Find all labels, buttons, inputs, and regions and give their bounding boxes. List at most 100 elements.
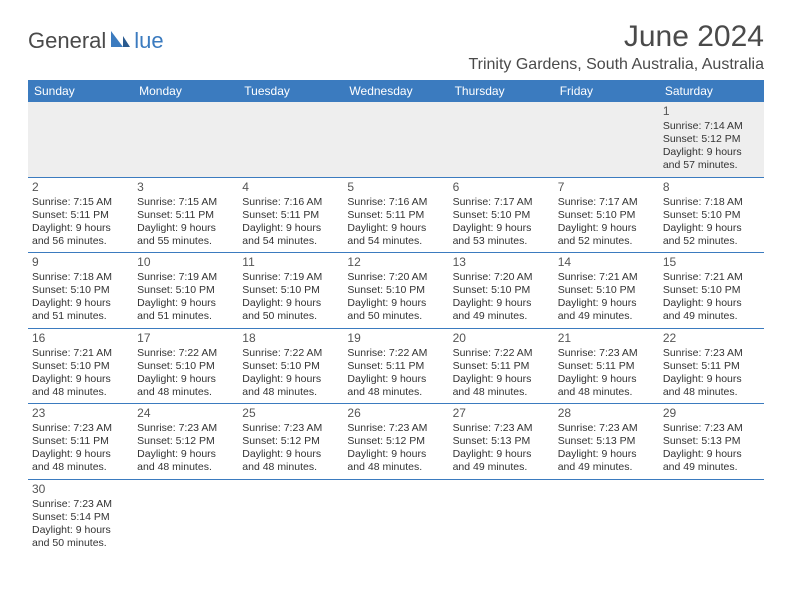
day-number: 15 xyxy=(663,255,760,270)
logo: General lue xyxy=(28,28,164,54)
sunrise-text: Sunrise: 7:17 AM xyxy=(453,196,550,209)
sunset-text: Sunset: 5:11 PM xyxy=(32,209,129,222)
sunset-text: Sunset: 5:12 PM xyxy=(663,133,760,146)
day-cell: 9Sunrise: 7:18 AMSunset: 5:10 PMDaylight… xyxy=(28,253,133,329)
day-header: Thursday xyxy=(449,80,554,102)
daylight-text: Daylight: 9 hours xyxy=(558,373,655,386)
daylight-text: Daylight: 9 hours xyxy=(242,297,339,310)
day-number: 26 xyxy=(347,406,444,421)
daylight-text: and 48 minutes. xyxy=(32,461,129,474)
empty-cell xyxy=(133,102,238,177)
sunrise-text: Sunrise: 7:23 AM xyxy=(558,422,655,435)
daylight-text: and 49 minutes. xyxy=(663,461,760,474)
sunrise-text: Sunrise: 7:23 AM xyxy=(558,347,655,360)
empty-cell xyxy=(343,479,448,554)
daylight-text: Daylight: 9 hours xyxy=(453,448,550,461)
day-cell: 3Sunrise: 7:15 AMSunset: 5:11 PMDaylight… xyxy=(133,177,238,253)
sunrise-text: Sunrise: 7:23 AM xyxy=(663,422,760,435)
daylight-text: Daylight: 9 hours xyxy=(663,373,760,386)
daylight-text: and 57 minutes. xyxy=(663,159,760,172)
daylight-text: and 52 minutes. xyxy=(663,235,760,248)
sunset-text: Sunset: 5:11 PM xyxy=(347,209,444,222)
sunset-text: Sunset: 5:10 PM xyxy=(558,284,655,297)
day-number: 12 xyxy=(347,255,444,270)
empty-cell xyxy=(133,479,238,554)
header: General lue June 2024 Trinity Gardens, S… xyxy=(28,20,764,74)
day-header: Friday xyxy=(554,80,659,102)
day-number: 28 xyxy=(558,406,655,421)
sunset-text: Sunset: 5:11 PM xyxy=(137,209,234,222)
daylight-text: and 49 minutes. xyxy=(558,461,655,474)
day-number: 7 xyxy=(558,180,655,195)
sunrise-text: Sunrise: 7:21 AM xyxy=(32,347,129,360)
day-number: 4 xyxy=(242,180,339,195)
daylight-text: and 48 minutes. xyxy=(663,386,760,399)
daylight-text: and 48 minutes. xyxy=(32,386,129,399)
sunrise-text: Sunrise: 7:22 AM xyxy=(137,347,234,360)
daylight-text: Daylight: 9 hours xyxy=(663,448,760,461)
sunrise-text: Sunrise: 7:18 AM xyxy=(663,196,760,209)
day-cell: 7Sunrise: 7:17 AMSunset: 5:10 PMDaylight… xyxy=(554,177,659,253)
day-number: 20 xyxy=(453,331,550,346)
day-cell: 26Sunrise: 7:23 AMSunset: 5:12 PMDayligh… xyxy=(343,404,448,480)
daylight-text: Daylight: 9 hours xyxy=(32,524,129,537)
sunrise-text: Sunrise: 7:16 AM xyxy=(347,196,444,209)
day-number: 19 xyxy=(347,331,444,346)
empty-cell xyxy=(238,479,343,554)
daylight-text: and 49 minutes. xyxy=(558,310,655,323)
sunrise-text: Sunrise: 7:22 AM xyxy=(347,347,444,360)
sunrise-text: Sunrise: 7:16 AM xyxy=(242,196,339,209)
daylight-text: and 48 minutes. xyxy=(137,461,234,474)
day-cell: 20Sunrise: 7:22 AMSunset: 5:11 PMDayligh… xyxy=(449,328,554,404)
daylight-text: Daylight: 9 hours xyxy=(137,222,234,235)
sunset-text: Sunset: 5:10 PM xyxy=(137,284,234,297)
daylight-text: and 55 minutes. xyxy=(137,235,234,248)
sunrise-text: Sunrise: 7:14 AM xyxy=(663,120,760,133)
day-cell: 18Sunrise: 7:22 AMSunset: 5:10 PMDayligh… xyxy=(238,328,343,404)
daylight-text: and 48 minutes. xyxy=(453,386,550,399)
day-header: Saturday xyxy=(659,80,764,102)
day-number: 27 xyxy=(453,406,550,421)
day-cell: 1Sunrise: 7:14 AMSunset: 5:12 PMDaylight… xyxy=(659,102,764,177)
daylight-text: Daylight: 9 hours xyxy=(663,146,760,159)
daylight-text: and 54 minutes. xyxy=(347,235,444,248)
day-cell: 8Sunrise: 7:18 AMSunset: 5:10 PMDaylight… xyxy=(659,177,764,253)
daylight-text: Daylight: 9 hours xyxy=(453,297,550,310)
daylight-text: Daylight: 9 hours xyxy=(137,373,234,386)
sunset-text: Sunset: 5:11 PM xyxy=(32,435,129,448)
daylight-text: and 54 minutes. xyxy=(242,235,339,248)
daylight-text: Daylight: 9 hours xyxy=(453,222,550,235)
day-cell: 2Sunrise: 7:15 AMSunset: 5:11 PMDaylight… xyxy=(28,177,133,253)
daylight-text: and 50 minutes. xyxy=(242,310,339,323)
day-number: 10 xyxy=(137,255,234,270)
day-cell: 21Sunrise: 7:23 AMSunset: 5:11 PMDayligh… xyxy=(554,328,659,404)
daylight-text: Daylight: 9 hours xyxy=(137,297,234,310)
sunset-text: Sunset: 5:10 PM xyxy=(558,209,655,222)
sunset-text: Sunset: 5:12 PM xyxy=(347,435,444,448)
daylight-text: and 48 minutes. xyxy=(242,461,339,474)
title-block: June 2024 Trinity Gardens, South Austral… xyxy=(468,20,764,74)
day-number: 5 xyxy=(347,180,444,195)
daylight-text: Daylight: 9 hours xyxy=(663,297,760,310)
empty-cell xyxy=(554,479,659,554)
daylight-text: Daylight: 9 hours xyxy=(137,448,234,461)
day-cell: 29Sunrise: 7:23 AMSunset: 5:13 PMDayligh… xyxy=(659,404,764,480)
daylight-text: and 51 minutes. xyxy=(137,310,234,323)
day-cell: 27Sunrise: 7:23 AMSunset: 5:13 PMDayligh… xyxy=(449,404,554,480)
sunrise-text: Sunrise: 7:20 AM xyxy=(453,271,550,284)
sunrise-text: Sunrise: 7:21 AM xyxy=(558,271,655,284)
week-row: 2Sunrise: 7:15 AMSunset: 5:11 PMDaylight… xyxy=(28,177,764,253)
sunrise-text: Sunrise: 7:19 AM xyxy=(137,271,234,284)
empty-cell xyxy=(449,102,554,177)
day-number: 21 xyxy=(558,331,655,346)
sunset-text: Sunset: 5:10 PM xyxy=(32,360,129,373)
calendar-table: SundayMondayTuesdayWednesdayThursdayFrid… xyxy=(28,80,764,554)
location-text: Trinity Gardens, South Australia, Austra… xyxy=(468,56,764,74)
logo-text-general: General xyxy=(28,28,106,54)
sunset-text: Sunset: 5:10 PM xyxy=(242,284,339,297)
month-title: June 2024 xyxy=(468,20,764,54)
daylight-text: Daylight: 9 hours xyxy=(558,297,655,310)
daylight-text: and 49 minutes. xyxy=(453,461,550,474)
empty-cell xyxy=(28,102,133,177)
sunset-text: Sunset: 5:10 PM xyxy=(32,284,129,297)
